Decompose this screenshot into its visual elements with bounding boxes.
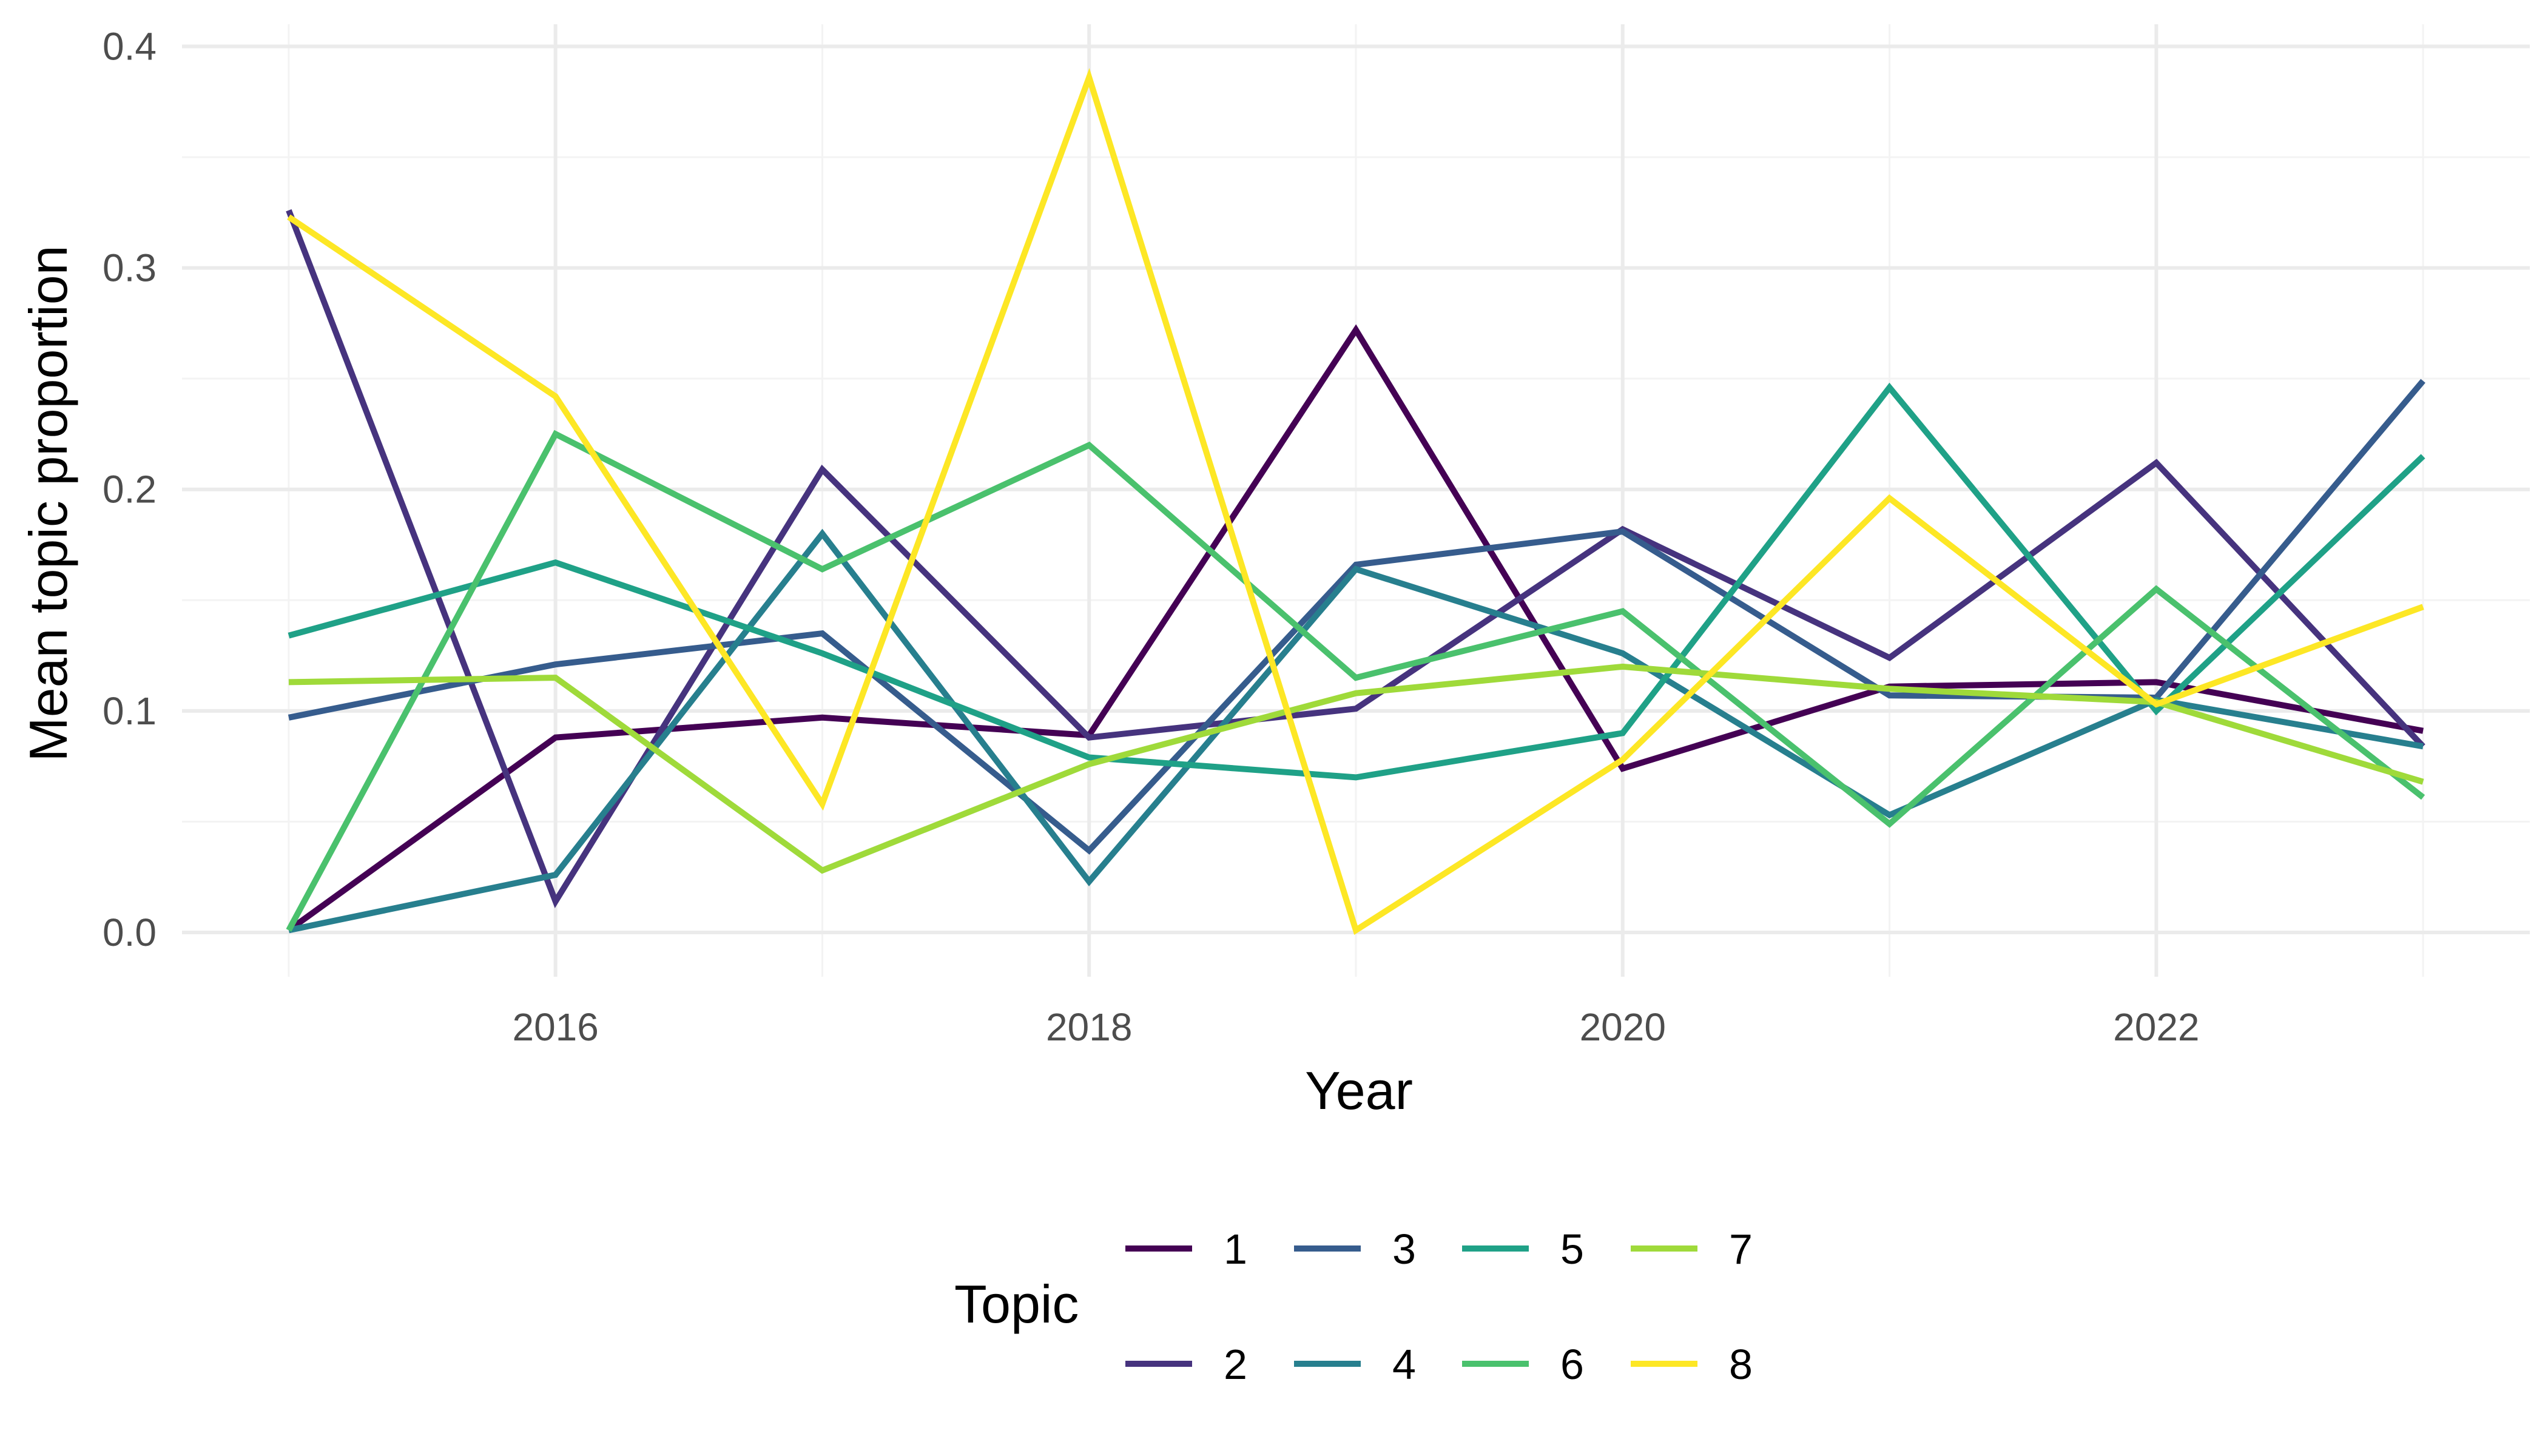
legend-label-topic-8: 8	[1729, 1341, 1753, 1388]
y-tick-label: 0.4	[103, 25, 157, 69]
legend-label-topic-1: 1	[1224, 1225, 1247, 1273]
series-line-topic-7	[288, 663, 2424, 874]
series-line-topic-8	[287, 68, 2424, 935]
y-axis-tick-labels: 0.0 0.1 0.2 0.3 0.4	[103, 25, 157, 954]
y-tick-label: 0.3	[103, 246, 157, 290]
y-tick-label: 0.2	[103, 468, 157, 511]
legend-label-topic-4: 4	[1392, 1341, 1416, 1388]
legend-label-topic-3: 3	[1392, 1225, 1416, 1273]
series-line-topic-1	[286, 324, 2424, 933]
major-gridlines	[182, 24, 2530, 977]
legend-label-topic-5: 5	[1560, 1225, 1584, 1273]
y-axis-title: Mean topic proportion	[18, 245, 78, 761]
x-tick-label: 2022	[2113, 1005, 2199, 1049]
legend-title: Topic	[954, 1274, 1079, 1334]
x-tick-label: 2018	[1046, 1005, 1132, 1049]
x-tick-label: 2020	[1580, 1005, 1666, 1049]
series-lines	[286, 68, 2425, 935]
x-axis-title: Year	[1305, 1060, 1413, 1121]
x-tick-label: 2016	[512, 1005, 598, 1049]
x-axis-tick-labels: 2016 2018 2020 2022	[512, 1005, 2199, 1049]
legend-label-topic-2: 2	[1224, 1341, 1247, 1388]
y-tick-label: 0.1	[103, 689, 157, 733]
y-tick-label: 0.0	[103, 911, 157, 954]
legend-label-topic-6: 6	[1560, 1341, 1584, 1388]
legend: Topic 1 2 3 4 5 6 7 8	[954, 1225, 1753, 1388]
series-line-topic-6	[286, 430, 2425, 932]
minor-gridlines	[182, 24, 2530, 977]
legend-label-topic-7: 7	[1729, 1225, 1753, 1273]
series-line-topic-4	[288, 528, 2424, 934]
series-line-topic-5	[288, 382, 2425, 781]
legend-items: 1 2 3 4 5 6 7 8	[1125, 1225, 1753, 1388]
